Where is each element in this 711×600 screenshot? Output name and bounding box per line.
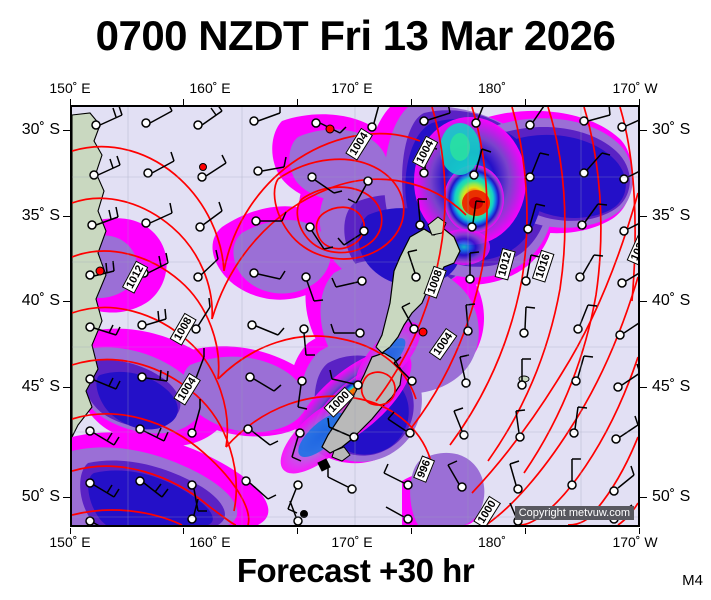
lon-label-bottom: 160˚ E: [189, 534, 231, 550]
lat-label-left: 50˚ S: [21, 488, 60, 505]
axis-tick-left: [63, 216, 70, 217]
axis-tick-left: [63, 387, 70, 388]
lon-label-top: 150˚ E: [49, 80, 91, 96]
lon-label-bottom: 150˚ E: [49, 534, 91, 550]
lat-label-left: 35˚ S: [21, 207, 60, 224]
lon-label-top: 170˚ W: [612, 80, 658, 96]
lat-label-right: 35˚ S: [652, 207, 691, 224]
low-centre-markers: [95, 124, 428, 518]
axis-tick-bottom: [183, 528, 184, 534]
axis-tick-bottom: [411, 528, 412, 534]
axis-tick-right: [640, 301, 647, 302]
lat-label-left: 45˚ S: [21, 378, 60, 395]
axis-tick-bottom: [639, 528, 640, 534]
axis-tick-right: [640, 216, 647, 217]
lon-label-bottom: 180˚: [477, 534, 507, 550]
lat-label-right: 45˚ S: [652, 378, 691, 395]
axis-tick-bottom: [70, 528, 71, 534]
axis-tick-bottom: [297, 528, 298, 534]
rain-core-north: [414, 117, 526, 245]
copyright-watermark: Copyright metvuw.com: [514, 506, 634, 520]
axis-tick-left: [63, 130, 70, 131]
map-graphics: [72, 107, 638, 525]
weather-map[interactable]: 1012 1008 1004 1004 1004 1004 1000 1008 …: [70, 105, 640, 527]
axis-tick-top: [297, 99, 298, 105]
axis-tick-right: [640, 130, 647, 131]
map-canvas: 1012 1008 1004 1004 1004 1004 1000 1008 …: [72, 107, 638, 525]
axis-tick-left: [63, 301, 70, 302]
axis-tick-bottom: [525, 528, 526, 534]
axis-tick-right: [640, 387, 647, 388]
axis-tick-left: [63, 497, 70, 498]
lat-label-right: 30˚ S: [652, 121, 691, 138]
lon-label-top: 170˚ E: [331, 80, 373, 96]
axis-tick-top: [411, 99, 412, 105]
axis-tick-right: [640, 497, 647, 498]
land-stewart-island: [317, 458, 331, 472]
lat-label-right: 40˚ S: [652, 292, 691, 309]
lat-label-left: 40˚ S: [21, 292, 60, 309]
lat-label-right: 50˚ S: [652, 488, 691, 505]
lat-label-left: 30˚ S: [21, 121, 60, 138]
axis-tick-top: [70, 99, 71, 105]
lon-label-top: 160˚ E: [189, 80, 231, 96]
axis-tick-top: [525, 99, 526, 105]
axis-tick-top: [639, 99, 640, 105]
page-title: 0700 NZDT Fri 13 Mar 2026: [95, 12, 616, 59]
lon-label-top: 180˚: [477, 80, 507, 96]
axis-tick-top: [183, 99, 184, 105]
lon-label-bottom: 170˚ W: [612, 534, 658, 550]
lon-label-bottom: 170˚ E: [331, 534, 373, 550]
forecast-subtitle: Forecast +30 hr: [236, 552, 475, 589]
model-tag: M4: [682, 572, 703, 589]
